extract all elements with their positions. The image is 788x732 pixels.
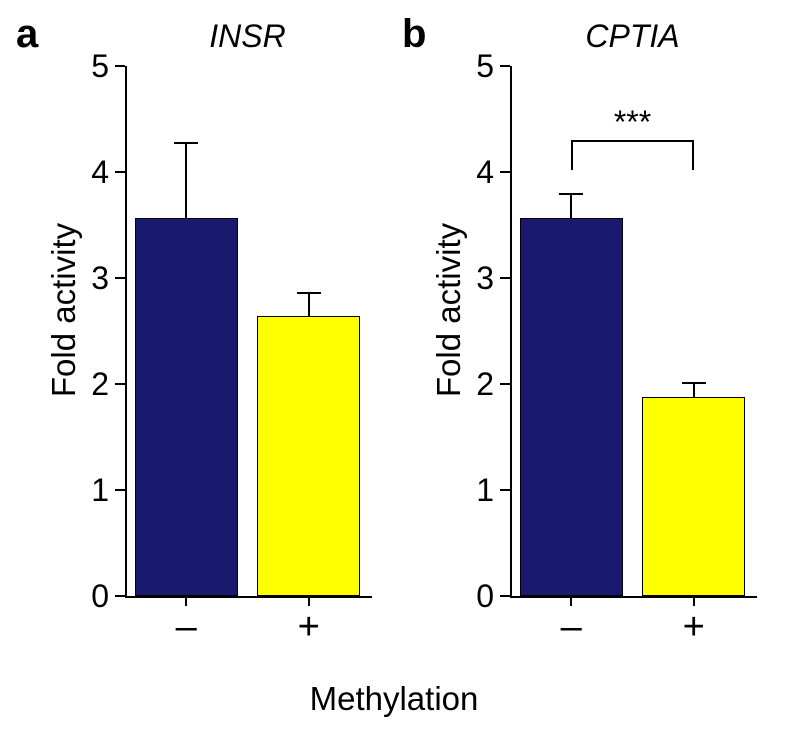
y-tick-label: 4 (458, 154, 494, 191)
bar (257, 316, 360, 596)
x-tick-label: + (279, 606, 339, 649)
y-tick-label: 0 (73, 578, 109, 615)
bar (135, 218, 238, 596)
y-tick (115, 383, 125, 385)
y-tick-label: 2 (458, 366, 494, 403)
y-tick (500, 277, 510, 279)
x-tick (693, 596, 695, 606)
y-tick (500, 489, 510, 491)
significance-label: *** (593, 104, 673, 141)
x-tick (570, 596, 572, 606)
y-tick (115, 489, 125, 491)
x-tick-label: + (664, 606, 724, 649)
x-tick-label: – (156, 606, 216, 649)
y-tick-label: 5 (73, 48, 109, 85)
error-bar-cap (559, 193, 583, 195)
x-axis-label: Methylation (0, 680, 788, 718)
panel-b-label: b (402, 12, 426, 57)
x-tick (308, 596, 310, 606)
y-tick (115, 277, 125, 279)
y-tick (500, 65, 510, 67)
y-tick-label: 1 (458, 472, 494, 509)
x-tick-label: – (541, 606, 601, 649)
error-bar-cap (682, 382, 706, 384)
error-bar (570, 194, 572, 217)
significance-bracket (692, 140, 694, 170)
y-tick (115, 65, 125, 67)
y-tick (115, 595, 125, 597)
y-tick (500, 383, 510, 385)
panel-b-title: CPTIA (510, 18, 755, 55)
y-tick-label: 3 (73, 260, 109, 297)
y-tick (500, 171, 510, 173)
error-bar (308, 293, 310, 316)
significance-bracket (571, 140, 573, 170)
y-tick-label: 5 (458, 48, 494, 85)
y-tick (500, 595, 510, 597)
y-tick-label: 3 (458, 260, 494, 297)
error-bar-cap (174, 142, 198, 144)
bar (642, 397, 745, 596)
x-tick (185, 596, 187, 606)
figure: a INSR Fold activity b CPTIA Fold activi… (0, 0, 788, 732)
error-bar (185, 143, 187, 217)
error-bar (693, 383, 695, 397)
y-tick-label: 0 (458, 578, 494, 615)
y-tick-label: 4 (73, 154, 109, 191)
bar (520, 218, 623, 596)
y-tick-label: 2 (73, 366, 109, 403)
y-tick-label: 1 (73, 472, 109, 509)
y-tick (115, 171, 125, 173)
error-bar-cap (297, 292, 321, 294)
